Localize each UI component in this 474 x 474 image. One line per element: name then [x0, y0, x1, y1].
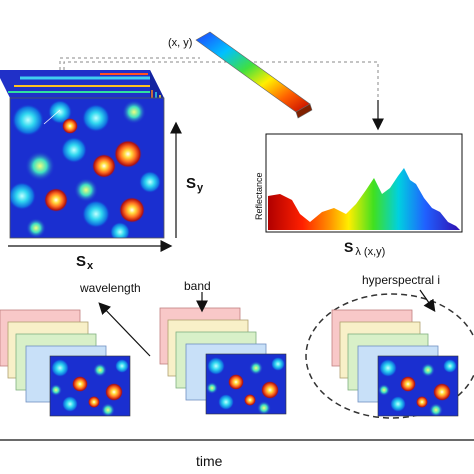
- hyperspectral-arrow: [419, 289, 436, 312]
- wavelength-label: wavelength: [79, 281, 141, 295]
- sx-label: Sx: [76, 253, 94, 272]
- cube-top-stripes: [8, 73, 160, 93]
- dashed-connectors: [59, 57, 379, 118]
- spectral-bar: [195, 31, 313, 119]
- hyperspectral-ellipse: [305, 293, 474, 419]
- pixel-label: (x, y): [168, 37, 192, 49]
- wavelength-arrow: [98, 302, 151, 357]
- pixel-marker: [43, 109, 61, 125]
- hyperspectral-label: hyperspectral i: [362, 273, 440, 287]
- frame-stack-3: [331, 309, 458, 417]
- sy-label: Sy: [186, 175, 204, 194]
- sy-axis: Sy: [170, 121, 204, 238]
- spectrum-curve: [268, 168, 460, 230]
- cube-front-blobs: [10, 100, 161, 238]
- frame-stack-2: [159, 307, 286, 415]
- band-label: band: [184, 279, 211, 293]
- reflectance-label: Reflectance: [254, 172, 264, 220]
- sx-axis: Sx: [8, 240, 173, 272]
- frame-stack-1: [0, 309, 130, 417]
- hypercube: [0, 70, 165, 239]
- time-label: time: [196, 453, 223, 469]
